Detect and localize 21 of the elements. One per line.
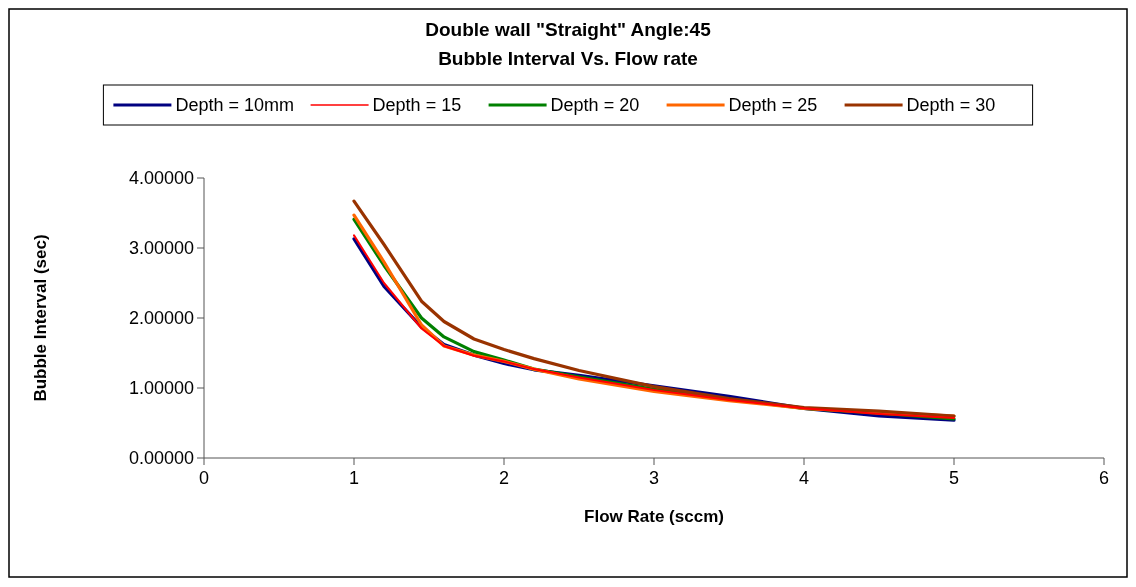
x-tick-label: 2	[498, 468, 510, 488]
legend-label: Depth = 25	[728, 95, 818, 115]
y-tick-label: 4.00000	[128, 168, 194, 188]
legend-label: Depth = 20	[550, 95, 640, 115]
x-tick-label: 6	[1098, 468, 1110, 488]
legend-label: Depth = 10mm	[175, 95, 294, 115]
legend-label: Depth = 30	[906, 95, 996, 115]
y-tick-label: 1.00000	[128, 378, 194, 398]
x-axis-title: Flow Rate (sccm)	[584, 507, 724, 526]
y-tick-label: 2.00000	[128, 308, 194, 328]
x-tick-label: 0	[198, 468, 210, 488]
legend-label: Depth = 15	[372, 95, 462, 115]
x-tick-label: 5	[948, 468, 960, 488]
chart-title: Double wall "Straight" Angle:45	[425, 19, 712, 40]
y-tick-label: 0.00000	[128, 448, 194, 468]
x-tick-label: 1	[348, 468, 360, 488]
x-tick-label: 3	[648, 468, 660, 488]
x-tick-label: 4	[798, 468, 810, 488]
chart-subtitle: Bubble Interval Vs. Flow rate	[438, 48, 698, 69]
y-tick-label: 3.00000	[128, 238, 194, 258]
y-axis-title: Bubble Interval (sec)	[31, 234, 50, 402]
